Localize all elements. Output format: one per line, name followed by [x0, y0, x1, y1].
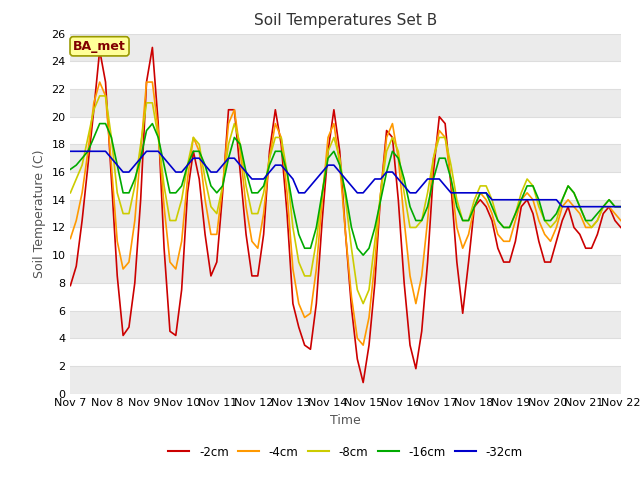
Bar — [70, 172, 621, 200]
Bar — [70, 366, 621, 394]
Bar — [70, 89, 621, 117]
Bar — [70, 255, 621, 283]
Bar — [70, 338, 621, 366]
Bar — [70, 61, 621, 89]
Bar — [70, 283, 621, 311]
Bar — [70, 34, 621, 61]
Bar — [70, 311, 621, 338]
Title: Soil Temperatures Set B: Soil Temperatures Set B — [254, 13, 437, 28]
Bar — [70, 117, 621, 144]
Bar — [70, 200, 621, 228]
X-axis label: Time: Time — [330, 414, 361, 427]
Y-axis label: Soil Temperature (C): Soil Temperature (C) — [33, 149, 45, 278]
Legend: -2cm, -4cm, -8cm, -16cm, -32cm: -2cm, -4cm, -8cm, -16cm, -32cm — [163, 441, 528, 463]
Bar — [70, 144, 621, 172]
Bar — [70, 228, 621, 255]
Text: BA_met: BA_met — [73, 40, 126, 53]
